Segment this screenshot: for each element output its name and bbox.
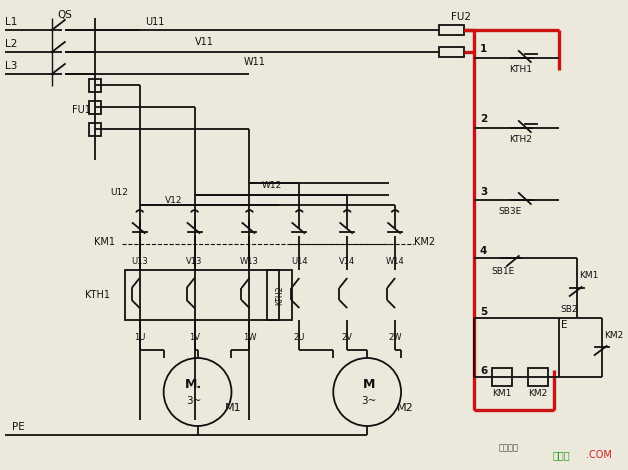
Text: KTH2: KTH2 [275, 285, 284, 305]
Text: E: E [561, 320, 567, 330]
Text: 2W: 2W [388, 334, 402, 343]
Text: M2: M2 [397, 403, 413, 413]
Text: U14: U14 [291, 258, 308, 266]
Text: KM1: KM1 [94, 237, 115, 247]
Text: 2: 2 [480, 114, 487, 124]
Text: M1: M1 [225, 403, 242, 413]
Text: W14: W14 [386, 258, 404, 266]
Text: M: M [363, 378, 376, 392]
Text: SB1E: SB1E [491, 266, 514, 275]
Text: FU1: FU1 [72, 105, 91, 115]
Text: SB3E: SB3E [499, 206, 522, 216]
Bar [125, 270, 279, 320]
Text: 3: 3 [480, 187, 487, 197]
Text: KM2: KM2 [528, 390, 548, 399]
Bar [492, 368, 512, 386]
Text: V12: V12 [165, 196, 183, 204]
Text: 1W: 1W [242, 334, 256, 343]
Text: KM2: KM2 [604, 330, 623, 339]
Text: 5: 5 [480, 307, 487, 317]
Text: 2U: 2U [294, 334, 305, 343]
Text: 2V: 2V [342, 334, 353, 343]
Text: V11: V11 [195, 37, 214, 47]
Text: QS: QS [57, 10, 72, 20]
Text: V13: V13 [187, 258, 203, 266]
Bar [439, 25, 464, 35]
Text: KTH2: KTH2 [509, 134, 532, 143]
Bar [439, 47, 464, 57]
Text: M.: M. [185, 378, 202, 392]
Bar [268, 270, 293, 320]
Bar [89, 101, 100, 114]
Text: KM1: KM1 [578, 272, 598, 281]
Text: .COM: .COM [586, 450, 612, 460]
Text: 6: 6 [480, 366, 487, 376]
Text: KTH1: KTH1 [509, 64, 532, 73]
Text: L3: L3 [5, 61, 17, 71]
Text: W13: W13 [240, 258, 259, 266]
Text: U13: U13 [131, 258, 148, 266]
Bar [528, 368, 548, 386]
Text: 3~: 3~ [186, 396, 201, 406]
Text: KM1: KM1 [492, 390, 512, 399]
Text: 1: 1 [480, 44, 487, 54]
Text: 1U: 1U [134, 334, 145, 343]
Text: PE: PE [12, 422, 24, 432]
Text: V14: V14 [339, 258, 355, 266]
Text: U12: U12 [110, 188, 127, 196]
Text: 1V: 1V [189, 334, 200, 343]
Bar [89, 79, 100, 92]
Text: L1: L1 [5, 17, 17, 27]
Text: 4: 4 [480, 246, 487, 256]
Text: 3~: 3~ [362, 396, 377, 406]
Text: 安工天下: 安工天下 [499, 444, 519, 453]
Text: 接线图: 接线图 [553, 450, 570, 460]
Text: L2: L2 [5, 39, 17, 49]
Text: W12: W12 [261, 180, 281, 189]
Text: W11: W11 [244, 57, 266, 67]
Text: SB2: SB2 [561, 306, 578, 314]
Text: KM2: KM2 [414, 237, 435, 247]
Text: FU2: FU2 [451, 12, 471, 22]
Bar [89, 123, 100, 136]
Text: U11: U11 [145, 17, 165, 27]
Text: KTH1: KTH1 [85, 290, 110, 300]
